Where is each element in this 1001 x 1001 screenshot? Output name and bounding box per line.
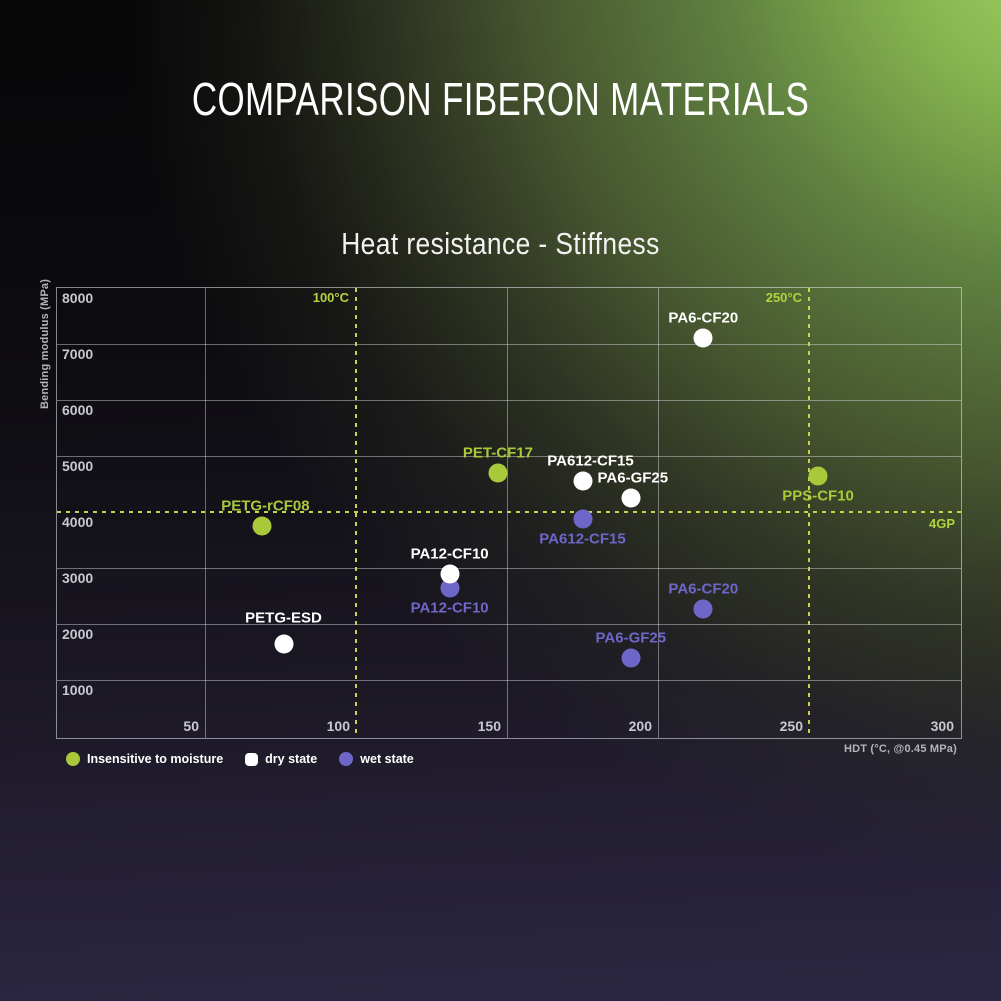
page-title: COMPARISON FIBERON MATERIALS [191,73,810,125]
reference-line-label: 4GP [928,515,955,531]
point-label: PA612-CF15 [547,452,634,470]
y-tick-label: 2000 [62,625,94,642]
point-label: PETG-ESD [245,609,322,627]
plot-area: 1000 2000 3000 4000 5000 6000 7000 8000 50 100 150… [56,287,962,739]
data-point-wet [573,509,592,529]
reference-line-horizontal [57,510,961,513]
x-tick-label: 300 [930,718,954,734]
legend-label: wet state [360,752,414,766]
point-label: PA6-CF20 [668,580,739,598]
chart-title: Heat resistance - Stiffness [341,226,660,261]
point-label: PA12-CF10 [410,599,489,617]
legend-label: dry state [265,752,318,766]
data-point-dry [693,328,713,348]
gridline-horizontal [57,343,961,345]
reference-line-vertical [355,288,357,738]
point-label: PETG-rCF08 [221,497,310,515]
reference-line-label: 250°C [765,290,802,305]
y-tick-label: 1000 [62,681,94,698]
point-label: PA612-CF15 [539,530,626,548]
gridline-vertical [205,288,206,738]
x-tick-label: 50 [183,718,199,734]
legend: Insensitive to moisture dry state wet stat… [66,752,414,766]
x-tick-label: 250 [779,718,803,734]
point-label: PA6-CF20 [668,309,739,327]
reference-line-label: 100°C [312,290,349,305]
data-point-wet [621,648,641,668]
point-label: PA6-GF25 [597,469,669,487]
y-axis-title: Bending modulus (MPa) [39,278,51,409]
gridline-horizontal [57,567,961,569]
data-point-insensitive [488,463,508,483]
reference-line-vertical [808,288,810,738]
legend-item-insensitive: Insensitive to moisture [66,752,223,766]
gridline-vertical [507,288,508,738]
gridline-horizontal [57,623,961,625]
x-axis-title: HDT (°C, @0.45 MPa) [843,743,957,755]
data-point-dry [573,471,592,491]
legend-wet-marker-icon [339,752,354,766]
data-point-dry [440,564,460,584]
point-label: PET-CF17 [462,444,533,462]
data-point-dry [274,634,294,654]
data-point-wet [440,578,460,598]
point-label: PA6-GF25 [595,629,667,647]
legend-item-dry: dry state [245,752,317,766]
x-tick-label: 200 [628,718,652,734]
point-label: PPS-CF10 [782,487,854,505]
data-point-insensitive [252,516,272,536]
data-point-dry [621,488,641,508]
legend-item-wet: wet state [339,752,414,766]
y-tick-label: 4000 [62,513,94,530]
y-tick-label: 5000 [62,457,94,474]
point-label: PA12-CF10 [410,545,489,563]
data-point-wet [693,599,713,619]
x-tick-label: 150 [477,718,501,734]
legend-dry-marker-icon [245,752,259,766]
y-tick-label: 8000 [62,290,94,306]
y-tick-label: 3000 [62,569,94,586]
legend-insensitive-marker-icon [66,752,80,766]
data-point-insensitive [808,466,828,486]
gridline-horizontal [57,399,961,401]
y-tick-label: 7000 [62,345,94,362]
legend-label: Insensitive to moisture [87,752,224,766]
y-tick-label: 6000 [62,401,94,418]
gridline-horizontal [57,679,961,681]
gridline-horizontal [57,455,961,457]
x-tick-label: 100 [326,718,350,734]
gridline-vertical [658,288,659,738]
